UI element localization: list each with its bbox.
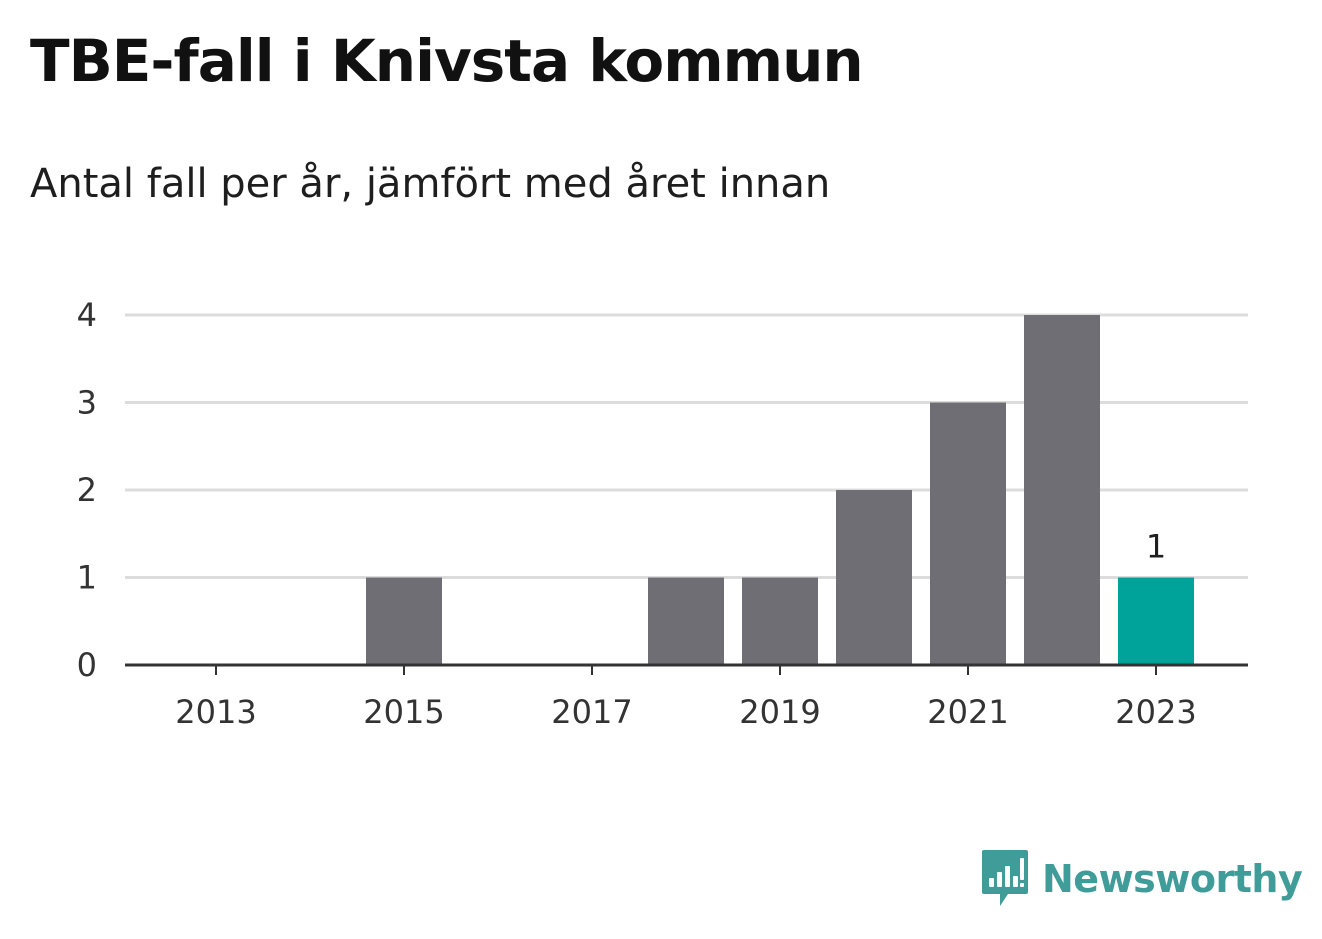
newsworthy-brand: Newsworthy: [980, 848, 1303, 910]
y-tick-label-1: 1: [77, 559, 97, 597]
bar-2023: [1118, 577, 1194, 665]
x-tick-label-2015: 2015: [363, 693, 444, 731]
y-tick-label-3: 3: [77, 384, 97, 422]
chat-bubble-bar-chart-icon: [982, 850, 1028, 906]
y-tick-label-0: 0: [77, 646, 97, 684]
data-label-2023: 1: [1146, 528, 1166, 566]
x-tick-label-2017: 2017: [551, 693, 632, 731]
x-tick-label-2023: 2023: [1115, 693, 1196, 731]
brand-name: Newsworthy: [1042, 857, 1303, 901]
bars: [366, 315, 1194, 665]
bar-2022: [1024, 315, 1100, 665]
bar-2015: [366, 577, 442, 665]
chart-title: TBE-fall i Knivsta kommun: [30, 27, 864, 95]
chart-subtitle: Antal fall per år, jämfört med året inna…: [30, 161, 831, 207]
bar-2020: [836, 490, 912, 665]
bar-2018: [648, 577, 724, 665]
bar-2019: [742, 577, 818, 665]
axes: [125, 663, 1248, 675]
x-tick-label-2013: 2013: [175, 693, 256, 731]
x-tick-label-2019: 2019: [739, 693, 820, 731]
bar-2021: [930, 402, 1006, 665]
x-tick-label-2021: 2021: [927, 693, 1008, 731]
y-tick-label-2: 2: [77, 471, 97, 509]
labels: 0 1 2 3 4 2013 2015 2017 2019 2021 2023 1: [77, 296, 1197, 731]
y-tick-label-4: 4: [77, 296, 97, 334]
